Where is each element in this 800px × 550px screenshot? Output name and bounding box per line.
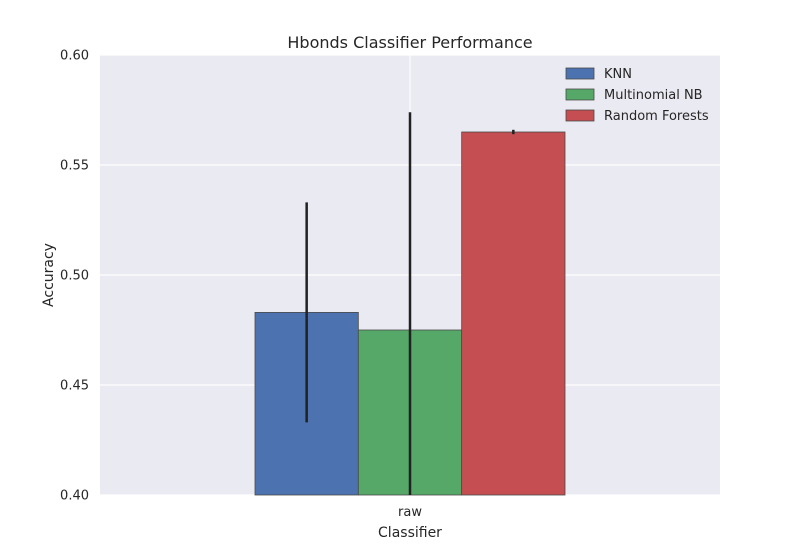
chart-title: Hbonds Classifier Performance (287, 33, 532, 52)
error-bars-group (305, 112, 515, 495)
bar-random-forests (461, 131, 566, 496)
y-tick-label: 0.55 (60, 159, 89, 174)
y-tick-label: 0.60 (60, 49, 89, 64)
y-tick-label: 0.40 (60, 489, 89, 504)
y-tick-label: 0.45 (60, 379, 89, 394)
y-ticks-group: 0.40 0.45 0.50 0.55 0.60 (60, 49, 89, 504)
x-ticks-group: raw (398, 505, 422, 520)
legend-swatch-multinomial-nb (565, 88, 595, 101)
legend-label-random-forests: Random Forests (604, 109, 709, 124)
legend-label-multinomial-nb: Multinomial NB (604, 88, 703, 103)
y-tick-label: 0.50 (60, 269, 89, 284)
legend-swatch-knn (565, 67, 595, 80)
legend-label-knn: KNN (604, 67, 632, 82)
x-axis-label: Classifier (378, 525, 442, 541)
y-axis-label: Accuracy (41, 243, 57, 307)
legend: KNN Multinomial NB Random Forests (565, 67, 709, 124)
x-tick-label: raw (398, 505, 422, 520)
legend-swatch-random-forests (565, 109, 595, 122)
